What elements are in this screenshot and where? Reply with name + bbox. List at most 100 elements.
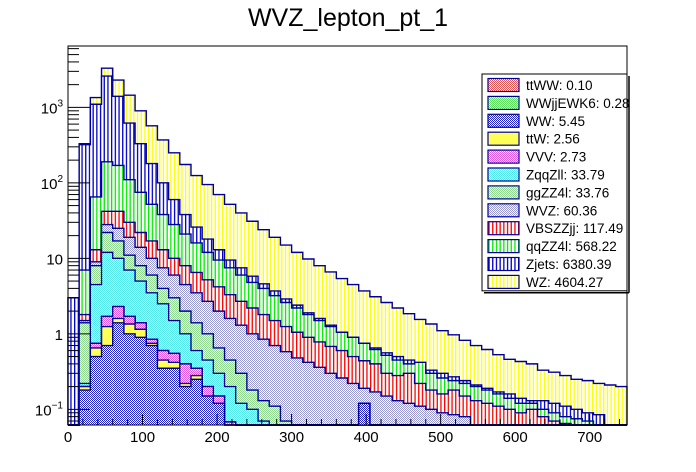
bar-ww-bin-13 <box>213 403 225 425</box>
bar-wz-bin-49 <box>615 386 627 425</box>
x-tick-label: 600 <box>503 429 528 446</box>
bar-ww-bin-11 <box>190 379 203 425</box>
legend-swatch <box>487 256 520 272</box>
bar-wvz-bin-28 <box>381 396 393 425</box>
bar-wvz-bin-25 <box>347 383 359 425</box>
chart-title: WVZ_lepton_pt_1 <box>248 4 448 32</box>
bar-qqzz4l-bin-45 <box>571 418 583 425</box>
bar-ggzz4l-bin-1 <box>79 322 91 425</box>
bar-qqzz4l-bin-46 <box>582 421 594 425</box>
bar-wz-bin-46 <box>582 380 594 425</box>
x-tick-label: 0 <box>64 429 72 446</box>
bar-wz-bin-48 <box>604 385 616 425</box>
x-tick-label: 500 <box>428 429 453 446</box>
bar-ww-bin-2 <box>90 356 102 425</box>
bar-vbszzjj-bin-34 <box>448 390 460 425</box>
bar-zjets-bin-44 <box>559 406 572 425</box>
legend-item-wwjjewk6: WWjjEWK6: 0.28 <box>487 95 630 111</box>
bar-ww-bin-26 <box>358 403 370 425</box>
y-tick-label: 102 <box>41 174 64 193</box>
bar-ww-bin-9 <box>168 368 180 425</box>
bar-vbszzjj-bin-31 <box>414 383 426 425</box>
legend-swatch <box>487 239 520 254</box>
bar-vbszzjj-bin-32 <box>425 390 437 425</box>
bar-ww-bin-10 <box>179 386 191 425</box>
legend-swatch <box>487 77 520 93</box>
bar-wvz-bin-32 <box>425 409 437 425</box>
legend-swatch <box>487 167 520 182</box>
bar-wvz-bin-16 <box>246 333 259 425</box>
bar-zjets-bin-46 <box>582 412 594 425</box>
x-tick-label: 300 <box>279 429 304 446</box>
legend-item-wvz: WVZ: 60.36 <box>487 203 597 218</box>
bar-wz-bin-39 <box>504 359 516 425</box>
bar-zqqzll-bin-14 <box>224 386 236 425</box>
bar-vbszzjj-bin-33 <box>436 393 449 425</box>
outline-qqzz4l <box>68 161 627 426</box>
bar-ww-bin-12 <box>202 396 214 425</box>
legend-item-ww: WW: 5.45 <box>487 113 585 129</box>
bar-zjets-bin-0 <box>68 297 80 425</box>
legend-label: WZ: 4604.27 <box>526 275 603 290</box>
legend-label: VVV: 2.73 <box>526 150 586 165</box>
bar-wvz-bin-22 <box>313 367 326 425</box>
bar-ggzz4l-bin-15 <box>235 373 247 425</box>
bar-wvz-bin-33 <box>436 412 449 425</box>
bar-vbszzjj-bin-41 <box>526 409 538 425</box>
legend-swatch <box>487 221 520 236</box>
legend-item-vbszzjj: VBSZZjj: 117.49 <box>487 221 623 236</box>
bar-zjets-bin-45 <box>571 409 583 425</box>
bar-vbszzjj-bin-44 <box>559 423 572 425</box>
bar-ww-bin-3 <box>101 345 113 425</box>
legend-item-qqzz4l: qqZZ4l: 568.22 <box>487 239 617 254</box>
bar-wz-bin-47 <box>593 383 605 425</box>
bar-wvz-bin-18 <box>269 345 281 425</box>
bar-wvz-bin-31 <box>414 406 426 425</box>
legend-item-zjets: Zjets: 6380.39 <box>487 256 612 272</box>
legend-box <box>481 73 628 292</box>
legend-item-ggzz4l: ggZZ4l: 33.76 <box>487 185 609 200</box>
bar-wvz-bin-17 <box>258 339 270 425</box>
legend-label: Zjets: 6380.39 <box>526 257 612 272</box>
legend-label: WW: 5.45 <box>526 114 585 129</box>
bar-ggzz4l-bin-16 <box>246 390 259 425</box>
y-tick-label: 10−1 <box>35 400 64 419</box>
legend-swatch <box>487 274 520 289</box>
bar-ww-bin-4 <box>112 322 124 425</box>
bar-vbszzjj-bin-30 <box>403 373 415 425</box>
legend-label: ggZZ4l: 33.76 <box>526 185 609 200</box>
bar-wz-bin-44 <box>559 375 572 425</box>
x-tick-label: 200 <box>205 429 230 446</box>
legend: ttWW: 0.10 WWjjEWK6: 0.28 WW: 5.45 ttW: 2.5… <box>481 73 630 294</box>
legend-swatch <box>487 131 520 146</box>
bar-wz-bin-43 <box>548 372 560 425</box>
bar-ggzz4l-bin-19 <box>280 421 292 425</box>
bar-wvz-bin-21 <box>302 362 314 425</box>
bar-vbszzjj-bin-35 <box>459 396 471 425</box>
x-tick-label: 100 <box>130 429 155 446</box>
legend-item-vvv: VVV: 2.73 <box>487 149 586 165</box>
bar-zjets-bin-47 <box>593 414 605 425</box>
outline-vbszzjj <box>68 210 627 426</box>
histogram-stack <box>67 67 628 426</box>
y-tick-label: 1 <box>55 327 63 344</box>
bar-vbszzjj-bin-37 <box>481 403 493 425</box>
legend-label: ttW: 2.56 <box>526 132 580 147</box>
bar-zqqzll-bin-16 <box>246 409 259 425</box>
bar-vbszzjj-bin-38 <box>492 406 505 425</box>
bar-wvz-bin-34 <box>448 414 460 425</box>
bar-wvz-bin-35 <box>459 416 471 425</box>
bar-ggzz4l-bin-17 <box>258 400 270 425</box>
bar-ww-bin-5 <box>123 333 136 425</box>
bar-wvz-bin-24 <box>336 378 348 425</box>
legend-item-ttw: ttW: 2.56 <box>487 131 580 147</box>
bar-vbszzjj-bin-39 <box>504 409 516 425</box>
bar-vbszzjj-bin-42 <box>537 416 549 425</box>
x-axis: 0 100 200 300 400 500 600 700 <box>64 414 621 446</box>
legend-swatch <box>487 203 520 218</box>
bar-wz-bin-45 <box>571 379 583 425</box>
bar-vbszzjj-bin-40 <box>515 412 527 425</box>
bar-wvz-bin-19 <box>280 351 292 425</box>
bar-wvz-bin-23 <box>325 373 337 425</box>
